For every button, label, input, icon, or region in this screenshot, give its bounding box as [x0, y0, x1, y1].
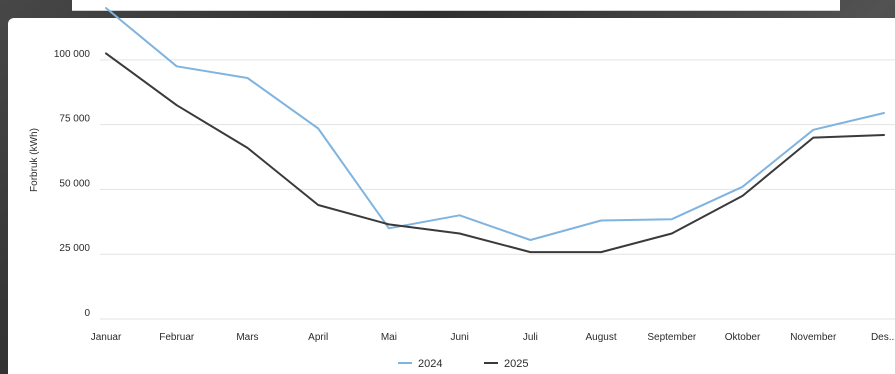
y-axis-label: Forbruk (kWh): [29, 128, 40, 192]
y-tick-labels: 0 25 000 50 000 75 000 100 000: [54, 49, 91, 319]
x-tick-label: Des...: [871, 332, 895, 343]
y-tick-label: 50 000: [59, 178, 90, 189]
series-line-2025: [105, 52, 885, 254]
x-tick-label: Oktober: [725, 332, 761, 343]
y-tick-label: 25 000: [59, 243, 90, 254]
grid-lines: [100, 59, 895, 320]
y-tick-label: 0: [84, 308, 90, 319]
x-tick-label: September: [647, 332, 697, 343]
x-tick-label: April: [308, 332, 328, 343]
x-tick-label: August: [586, 332, 617, 343]
x-tick-label: Januar: [91, 332, 122, 343]
x-tick-label: Juli: [523, 332, 538, 343]
series-line-2024: [105, 7, 885, 241]
legend-label: 2024: [418, 358, 442, 370]
x-tick-label: Mars: [236, 332, 258, 343]
x-tick-label: Juni: [450, 332, 468, 343]
y-tick-label: 100 000: [54, 49, 91, 60]
x-tick-labels: Januar Februar Mars April Mai Juni Juli August S…: [91, 332, 895, 343]
x-tick-label: Mai: [381, 332, 397, 343]
legend-label: 2025: [504, 358, 528, 370]
chart-panel: [8, 18, 895, 374]
x-tick-label: November: [790, 332, 837, 343]
series-lines: [105, 7, 885, 254]
y-tick-label: 75 000: [59, 114, 90, 125]
overlapping-card-edge: [72, 0, 840, 11]
x-tick-label: Februar: [159, 332, 195, 343]
legend: 2024 2025: [398, 358, 528, 370]
